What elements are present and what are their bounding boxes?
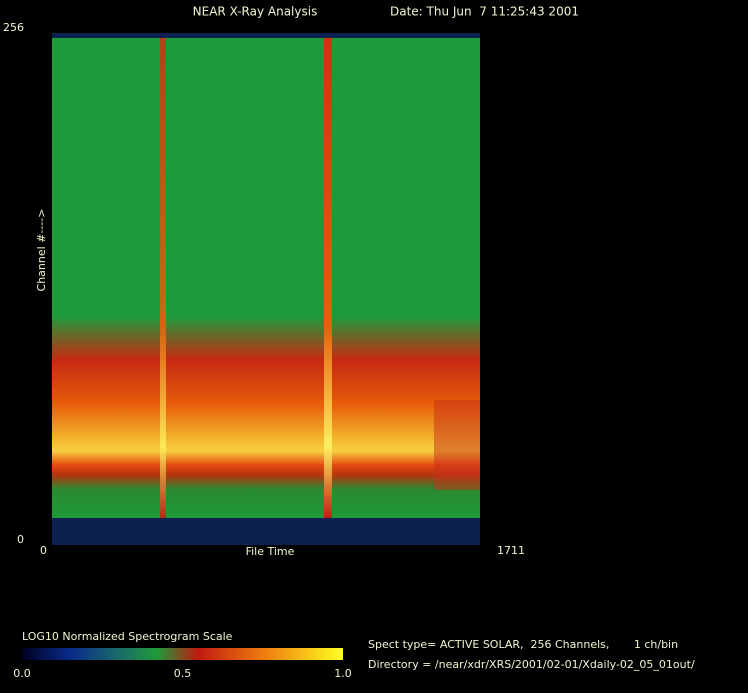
info-line: Directory = /near/xdr/XRS/2001/02-01/Xda… (368, 658, 695, 671)
colorbar-tick-label: 0.5 (174, 667, 192, 680)
x-tick-label: 1711 (497, 544, 525, 557)
x-tick-label: 0 (40, 544, 47, 557)
colorbar-title: LOG10 Normalized Spectrogram Scale (22, 630, 233, 643)
colorbar-tick-label: 1.0 (334, 667, 352, 680)
colorbar-tick-label: 0.0 (13, 667, 31, 680)
y-tick-label: 0 (17, 533, 24, 546)
chart-subtitle: Date: Thu Jun 7 11:25:43 2001 (390, 5, 579, 19)
info-line: Spect type= ACTIVE SOLAR, 256 Channels, … (368, 638, 678, 651)
x-axis-label: File Time (246, 545, 295, 558)
chart-title: NEAR X-Ray Analysis (193, 5, 318, 19)
colorbar (22, 648, 343, 660)
spectrogram (52, 33, 480, 545)
y-tick-label: 256 (3, 21, 24, 34)
y-axis-label: Channel #----> (35, 209, 48, 292)
